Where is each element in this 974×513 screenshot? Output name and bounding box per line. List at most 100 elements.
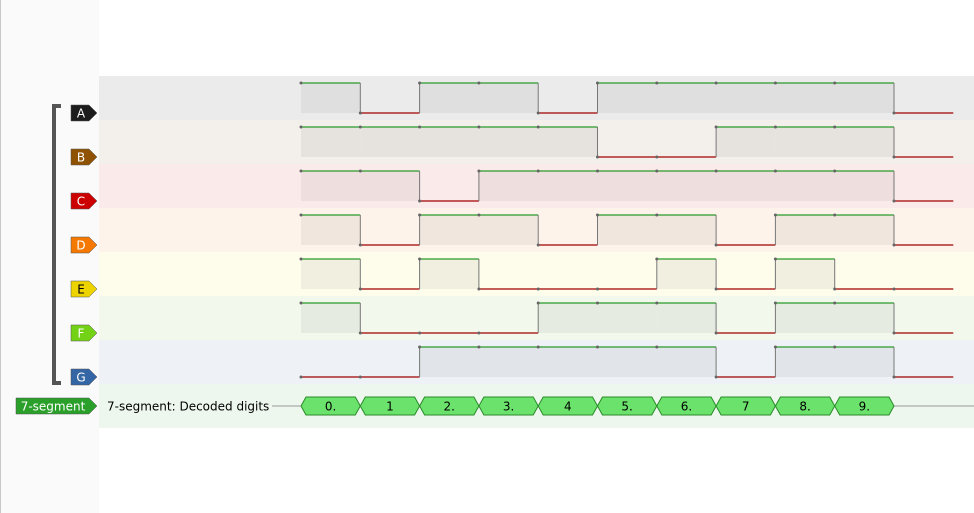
channel-tag [70,324,98,342]
sample-dot [596,301,599,305]
annotation-text: 1 [386,400,394,414]
sample-dot [655,257,659,261]
sample-dot [655,301,659,305]
sample-dot [358,169,362,173]
sample-dot [892,155,896,159]
high-fill [478,347,539,377]
high-fill [834,83,894,113]
sample-dot [358,125,362,129]
high-fill [656,83,717,113]
sample-dot [714,287,718,291]
sample-dot [358,111,362,115]
sample-dot [833,169,837,173]
high-fill [775,303,835,333]
sample-dot [299,301,303,305]
high-fill [419,127,479,157]
annotation-text: 8. [799,400,810,414]
sample-dot [714,169,718,173]
high-fill [834,303,894,333]
sample-dot [299,81,303,85]
annotation-box [834,396,895,416]
sample-dot [596,81,599,85]
channel-label: E [77,283,85,297]
high-fill [301,215,361,245]
annotation-text: 7 [742,400,750,414]
high-fill [419,259,479,289]
sample-dot [418,257,422,261]
sample-dot [892,287,896,291]
high-fill [834,215,894,245]
sample-dot [596,213,599,217]
high-fill [301,303,361,333]
sample-dot [418,125,422,129]
high-fill [834,127,894,157]
sample-dot [655,345,659,349]
channel-label: A [77,107,86,121]
sample-dot [477,169,481,173]
high-fill [419,347,479,377]
sample-dot [773,301,777,305]
high-fill [301,259,361,289]
annotation-text: 2. [444,400,455,414]
high-fill [656,171,717,201]
sample-dot [714,81,718,85]
channel-tag [70,104,98,122]
sample-dot [418,199,422,203]
sample-dot [299,375,303,379]
sample-dot [477,213,481,217]
sample-dot [299,257,303,261]
decoder-label: 7-segment [21,400,86,414]
high-fill [360,127,420,157]
high-fill [538,347,598,377]
sample-dot [536,345,540,349]
sample-dot [892,375,896,379]
sample-dot [833,301,837,305]
sample-dot [655,169,659,173]
sample-dot [833,287,837,291]
high-fill [716,171,776,201]
high-fill [597,347,657,377]
channel-tag [70,192,98,210]
sample-dot [536,169,540,173]
high-fill [478,215,539,245]
sample-dot [418,331,422,335]
sample-dot [833,345,837,349]
sample-dot [833,125,837,129]
high-fill [656,259,717,289]
high-fill [656,215,717,245]
sample-dot [358,243,362,247]
sample-dot [773,213,777,217]
sample-dot [892,331,896,335]
high-fill [597,171,657,201]
high-fill [538,127,598,157]
sample-dot [655,213,659,217]
sample-dot [773,81,777,85]
annotation-text: 6. [681,400,692,414]
high-fill [775,127,835,157]
high-fill [834,347,894,377]
sample-dot [773,345,777,349]
sample-dot [477,81,481,85]
annotation-text: 0. [325,400,336,414]
sample-dot [773,169,777,173]
high-fill [775,171,835,201]
high-fill [360,171,420,201]
high-fill [716,83,776,113]
annotation-text: 9. [859,400,870,414]
high-fill [478,127,539,157]
sample-dot [773,125,777,129]
sample-dot [714,375,718,379]
sample-dot [892,243,896,247]
sample-dot [655,155,659,159]
sample-dot [892,199,896,203]
sample-dot [773,257,777,261]
sample-dot [596,345,599,349]
sample-dot [477,125,481,129]
high-fill [775,215,835,245]
sample-dot [833,81,837,85]
decoder-tag [15,397,98,415]
sample-dot [536,243,540,247]
annotation-text: 5. [621,400,632,414]
